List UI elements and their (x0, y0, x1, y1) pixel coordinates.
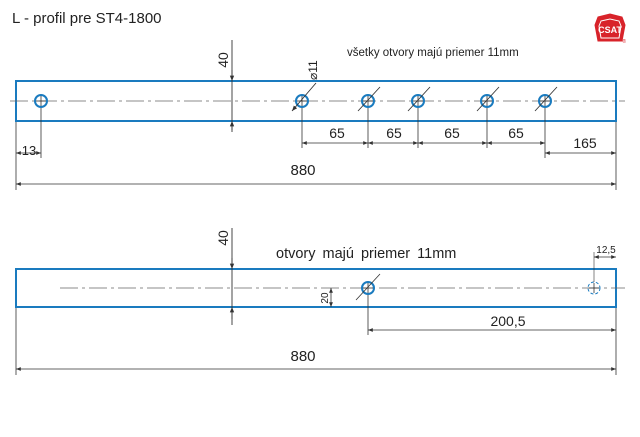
hole (411, 94, 425, 108)
svg-text:®: ® (622, 38, 626, 45)
bottom-small-label: 12,5 (596, 245, 616, 256)
csat-logo: CSAT ® (594, 13, 626, 45)
bottom-view: 40 20 otvory majú priemer 11mm 12,5 200,… (15, 228, 625, 375)
top-holes (34, 94, 552, 108)
top-height-label: 40 (215, 52, 231, 68)
bottom-total-label: 880 (290, 348, 315, 365)
hole (361, 94, 375, 108)
drawing-title: L - profil pre ST4-1800 (12, 10, 162, 27)
bottom-offset-label: 200,5 (490, 313, 525, 329)
top-end-label: 165 (573, 135, 597, 151)
top-diameter-label: ⌀11 (306, 60, 320, 80)
hole (538, 94, 552, 108)
bottom-height-label: 40 (215, 230, 231, 246)
top-note: všetky otvory majú priemer 11mm (347, 47, 519, 59)
top-total-label: 880 (290, 162, 315, 179)
top-spacing-label: 65 (329, 125, 345, 141)
top-view: 40 ⌀11 všetky otvory majú priemer 11mm 6 (10, 40, 625, 190)
hole (480, 94, 494, 108)
hole (295, 94, 309, 108)
bottom-hole-height-label: 20 (320, 292, 331, 304)
top-spacing-label: 65 (386, 125, 402, 141)
top-spacing-label: 65 (444, 125, 460, 141)
hole (34, 94, 48, 108)
bottom-note: otvory majú priemer 11mm (276, 246, 456, 262)
top-spacing-label: 65 (508, 125, 524, 141)
top-edge-label: 13 (22, 143, 36, 158)
svg-text:CSAT: CSAT (598, 25, 622, 35)
hole (361, 281, 375, 295)
